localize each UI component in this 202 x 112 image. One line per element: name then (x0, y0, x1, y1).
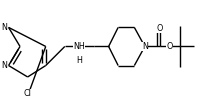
Text: N: N (2, 23, 8, 32)
Text: O: O (166, 42, 173, 51)
Text: N: N (2, 61, 8, 70)
Text: N: N (142, 42, 148, 51)
Text: O: O (157, 24, 163, 33)
Text: H: H (76, 56, 82, 65)
Text: Cl: Cl (24, 89, 32, 98)
Text: NH: NH (73, 42, 85, 51)
